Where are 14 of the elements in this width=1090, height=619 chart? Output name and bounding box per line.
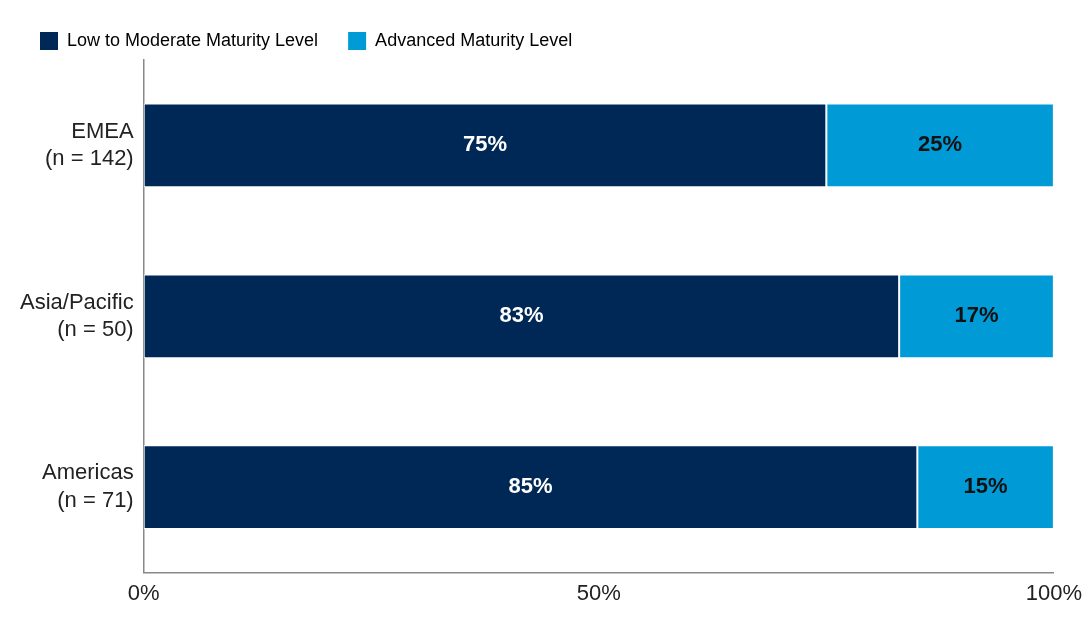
y-tick-label: EMEA (n = 142)	[45, 117, 135, 171]
x-tick-label: 0%	[127, 579, 160, 605]
y-tick-label: Americas (n = 71)	[42, 459, 134, 512]
legend-label: Advanced Maturity Level	[375, 29, 573, 50]
data-label: 25%	[918, 131, 963, 157]
x-tick-label: 100%	[1025, 579, 1083, 605]
data-label: 15%	[963, 473, 1008, 499]
data-label: 75%	[462, 131, 508, 157]
data-label: 85%	[508, 473, 553, 499]
legend-label: Low to Moderate Maturity Level	[67, 29, 319, 50]
data-label: 17%	[954, 302, 999, 328]
data-label: 83%	[499, 302, 544, 328]
y-tick-label: Asia/Pacific (n = 50)	[19, 288, 134, 342]
x-tick-label: 50%	[576, 579, 621, 605]
